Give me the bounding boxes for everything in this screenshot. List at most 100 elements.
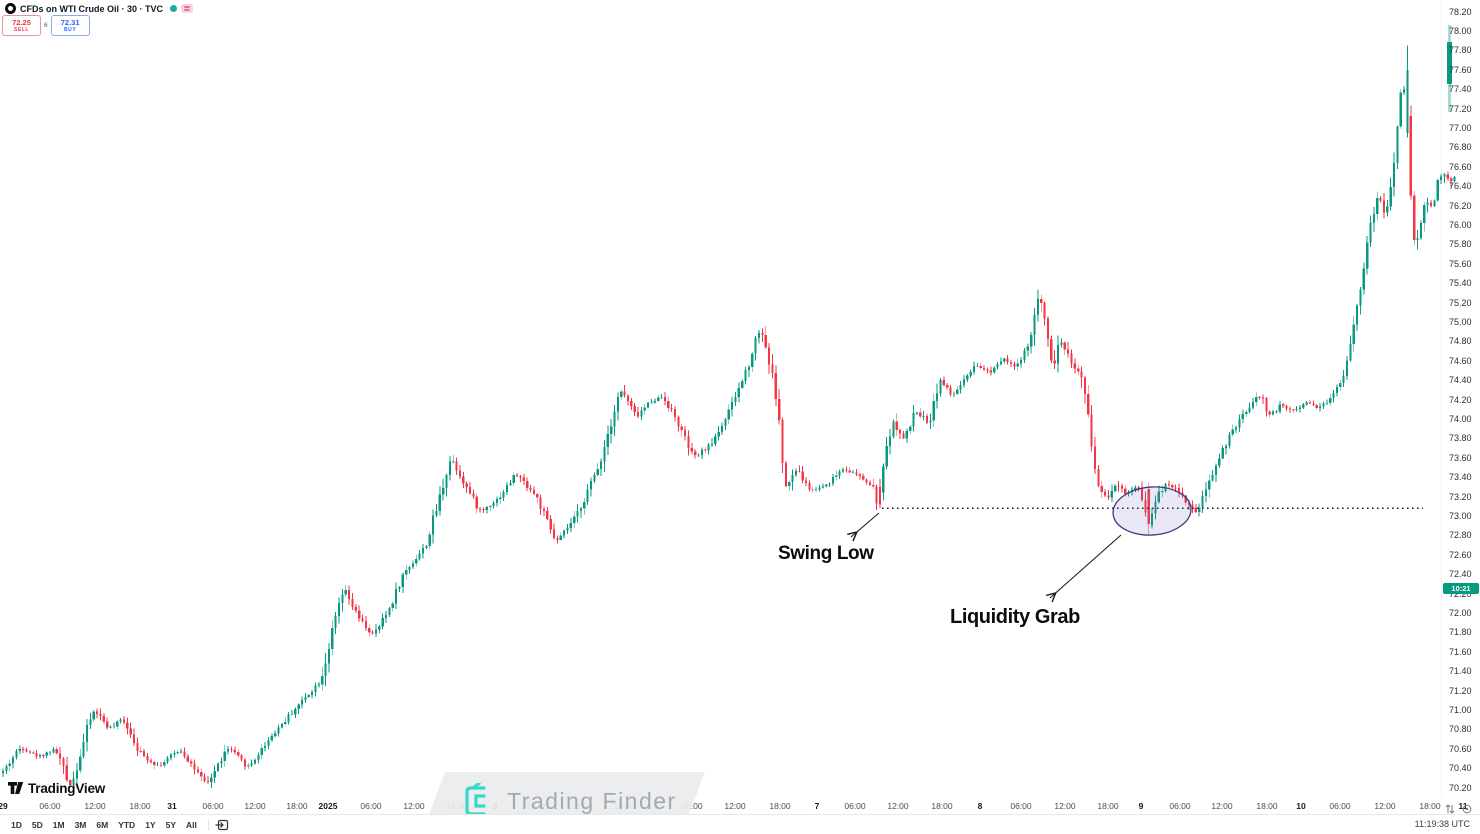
range-button-6m[interactable]: 6M — [91, 816, 113, 834]
time-tick: 12:00 — [1374, 801, 1396, 811]
range-button-ytd[interactable]: YTD — [113, 816, 140, 834]
price-tick: 75.40 — [1449, 278, 1472, 289]
instrument-logo-icon — [5, 3, 16, 14]
time-tick: 18:00 — [286, 801, 308, 811]
time-tick: 18:00 — [1419, 801, 1441, 811]
notes-badge-icon[interactable] — [181, 4, 194, 13]
time-tick: 18:00 — [769, 801, 791, 811]
time-tick: 11 — [1458, 801, 1468, 811]
price-tick: 71.80 — [1449, 627, 1472, 638]
price-tick: 75.00 — [1449, 317, 1472, 327]
buy-label: BUY — [63, 26, 77, 33]
sell-button[interactable]: 72.25 SELL — [2, 15, 41, 36]
tradingview-label: TradingView — [28, 780, 106, 796]
market-status-icon[interactable] — [170, 5, 178, 12]
candles-layer — [1, 45, 1456, 795]
price-tick: 77.20 — [1449, 103, 1472, 114]
price-tick: 71.20 — [1449, 685, 1472, 696]
time-tick: 06:00 — [1169, 801, 1191, 811]
range-button-all[interactable]: All — [181, 816, 202, 834]
buy-button[interactable]: 72.31 BUY — [50, 15, 90, 36]
time-tick: 18:00 — [931, 801, 953, 811]
time-tick: 12:00 — [887, 801, 909, 811]
time-tick: 12:00 — [84, 801, 106, 811]
symbol-header: CFDs on WTI Crude Oil · 30 · TVC — [5, 3, 194, 14]
toolbar-divider — [207, 819, 209, 830]
time-tick: 10 — [1296, 801, 1306, 811]
price-tick: 74.80 — [1449, 336, 1472, 347]
price-tick: 71.00 — [1449, 705, 1472, 715]
spread-value: 6 — [44, 22, 48, 29]
price-tick: 74.20 — [1449, 394, 1472, 405]
price-tick: 70.80 — [1449, 724, 1472, 735]
time-tick: 12:00 — [1054, 801, 1076, 811]
quote-panel: 72.25 SELL 6 72.31 BUY — [2, 15, 90, 36]
target-circle-icon[interactable] — [1462, 801, 1472, 819]
price-tick: 76.80 — [1449, 142, 1472, 153]
price-tick: 72.60 — [1449, 549, 1472, 560]
symbol-title[interactable]: CFDs on WTI Crude Oil · 30 · TVC — [20, 3, 164, 14]
price-tick: 76.00 — [1449, 220, 1472, 230]
time-tick: 12:00 — [403, 801, 425, 811]
time-tick: 18:00 — [1256, 801, 1278, 811]
liquidity-grab-arrow — [1050, 534, 1122, 598]
price-tick: 74.60 — [1449, 355, 1472, 366]
time-tick: 12:00 — [724, 801, 746, 811]
price-tick: 74.40 — [1449, 375, 1472, 386]
time-tick: 06:00 — [202, 801, 224, 811]
buy-price: 72.31 — [60, 17, 80, 27]
price-tick: 76.20 — [1449, 200, 1472, 211]
range-button-3m[interactable]: 3M — [70, 816, 92, 834]
price-tick: 77.80 — [1449, 45, 1472, 56]
price-tick: 72.00 — [1449, 608, 1472, 618]
time-tick: 06:00 — [360, 801, 382, 811]
price-tick: 71.40 — [1449, 666, 1472, 677]
price-tick: 77.00 — [1449, 123, 1472, 133]
swing-low-label: Swing Low — [778, 543, 874, 564]
tradingfinder-logo-icon — [459, 783, 495, 819]
price-tick: 78.20 — [1449, 6, 1472, 17]
price-tick: 73.60 — [1449, 452, 1472, 463]
tradingview-logo-icon — [8, 782, 24, 794]
time-tick: 18:00 — [1097, 801, 1119, 811]
sell-price: 72.25 — [12, 17, 31, 27]
watermark-brand: Trading Finder — [507, 787, 677, 814]
price-tick: 78.00 — [1449, 26, 1472, 36]
price-axis-separator — [1441, 0, 1442, 798]
time-tick: 2025 — [318, 801, 338, 811]
price-tick: 73.00 — [1449, 511, 1472, 521]
range-button-5d[interactable]: 5D — [27, 816, 48, 834]
bottom-toolbar: 1D 5D 1M 3M 6M YTD 1Y 5Y All 11:19:38 UTC — [0, 814, 1480, 834]
time-tick: 06:00 — [39, 801, 61, 811]
price-tick: 70.40 — [1449, 763, 1472, 774]
tradingview-attribution[interactable]: TradingView — [7, 780, 105, 796]
scale-adjust-icon[interactable] — [1445, 801, 1455, 819]
price-tick: 77.60 — [1449, 64, 1472, 75]
time-axis[interactable]: 29 06:00 12:00 18:00 31 06:00 12:00 18:00 2025 06… — [0, 798, 1480, 815]
price-tick: 73.80 — [1449, 433, 1472, 444]
range-button-1d[interactable]: 1D — [6, 816, 27, 834]
swing-low-arrow — [851, 512, 880, 537]
sell-label: SELL — [13, 26, 30, 33]
price-tick: 73.40 — [1449, 472, 1472, 483]
range-button-1m[interactable]: 1M — [48, 816, 70, 834]
range-button-1y[interactable]: 1Y — [140, 816, 160, 834]
time-tick: 12:00 — [1211, 801, 1233, 811]
price-tick: 70.60 — [1449, 743, 1472, 754]
time-tick: 7 — [814, 801, 820, 811]
time-tick: 06:00 — [1329, 801, 1351, 811]
timezone-clock[interactable]: 11:19:38 UTC — [1414, 819, 1470, 829]
goto-date-icon[interactable] — [215, 819, 229, 831]
range-button-5y[interactable]: 5Y — [161, 816, 181, 834]
price-tick: 75.80 — [1449, 239, 1472, 250]
time-tick: 8 — [977, 801, 983, 811]
time-tick: 31 — [167, 801, 177, 811]
annotation-drawings — [851, 486, 1423, 598]
price-tick: 72.40 — [1449, 569, 1472, 580]
liquidity-grab-ellipse — [1112, 486, 1192, 536]
price-tick: 75.20 — [1449, 297, 1472, 308]
time-tick: 9 — [1138, 801, 1144, 811]
price-tick: 73.20 — [1449, 491, 1472, 502]
